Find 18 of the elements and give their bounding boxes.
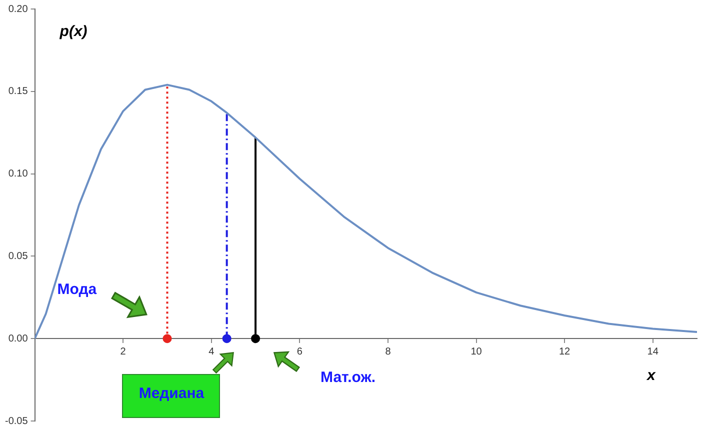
x-tick-label: 14 bbox=[647, 346, 659, 358]
annotation: Медиана bbox=[138, 384, 204, 402]
x-tick-label: 2 bbox=[120, 346, 126, 358]
y-tick-label: 0.15 bbox=[8, 86, 28, 98]
y-tick-label: -0.05 bbox=[4, 416, 28, 427]
x-tick-label: 12 bbox=[558, 346, 571, 358]
x-tick-label: 10 bbox=[470, 346, 482, 358]
annotation: Мат.ож. bbox=[320, 368, 376, 386]
annotation: Мода bbox=[57, 280, 97, 298]
y-tick-label: 0.05 bbox=[8, 250, 28, 262]
x-tick-label: 8 bbox=[385, 346, 392, 358]
x-tick-label: 6 bbox=[296, 346, 303, 358]
y-axis-title: p(x) bbox=[60, 23, 88, 40]
y-tick-label: 0.20 bbox=[8, 4, 28, 15]
x-tick-label: 4 bbox=[208, 346, 215, 358]
y-tick-label: 0.00 bbox=[8, 333, 28, 344]
y-tick-label: 0.10 bbox=[8, 168, 28, 180]
x-axis-title: x bbox=[647, 366, 656, 384]
